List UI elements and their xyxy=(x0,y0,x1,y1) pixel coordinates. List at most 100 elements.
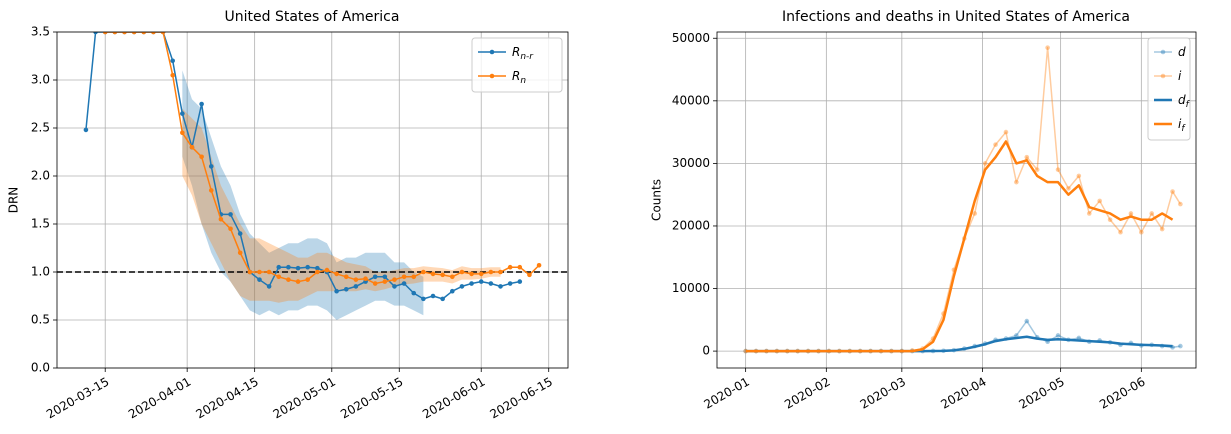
y-axis-label: DRN xyxy=(7,187,21,214)
series-line xyxy=(745,320,1181,352)
data-point xyxy=(1178,343,1183,349)
y-tick-label: 1.5 xyxy=(31,217,50,231)
data-point xyxy=(478,279,484,284)
data-point xyxy=(208,164,214,169)
data-point xyxy=(972,211,978,216)
series-line xyxy=(745,46,1182,352)
x-tick-label: 2020-03-15 xyxy=(44,375,111,422)
data-point xyxy=(286,264,291,270)
data-point xyxy=(343,274,349,280)
data-point xyxy=(401,281,407,286)
data-point xyxy=(536,262,542,268)
data-point xyxy=(517,264,523,270)
data-point xyxy=(450,274,455,280)
data-point xyxy=(276,264,282,270)
legend-label: if xyxy=(1178,117,1186,134)
grid xyxy=(57,31,568,369)
data-point xyxy=(498,269,503,275)
data-point xyxy=(247,269,253,275)
data-point xyxy=(305,264,310,270)
data-point xyxy=(141,32,147,35)
data-point xyxy=(517,279,523,284)
y-tick-label: 20000 xyxy=(672,218,710,232)
data-point xyxy=(1066,186,1071,191)
data-point xyxy=(363,276,368,282)
data-point xyxy=(334,271,339,277)
legend-label: i xyxy=(1178,69,1182,83)
data-point xyxy=(507,264,513,270)
data-point xyxy=(1076,335,1082,341)
data-point xyxy=(1014,179,1019,185)
data-point xyxy=(1178,201,1183,207)
series-line xyxy=(745,140,1174,353)
x-tick-label: 2020-05-15 xyxy=(338,375,405,422)
legend-label: df xyxy=(1178,93,1191,110)
legend: di df if xyxy=(1147,37,1191,141)
axes-frame xyxy=(716,31,1197,369)
y-tick-label: 3.5 xyxy=(31,25,50,39)
data-point xyxy=(257,269,262,275)
data-point xyxy=(411,274,417,280)
data-point xyxy=(122,32,127,35)
data-point xyxy=(382,274,388,280)
data-point xyxy=(93,32,98,35)
data-point xyxy=(469,271,474,277)
data-point xyxy=(1024,318,1030,324)
x-tick-label: 2020-04-15 xyxy=(193,375,260,422)
series-line xyxy=(85,32,520,300)
legend-label: Rn-r xyxy=(512,45,534,62)
data-point xyxy=(401,274,407,280)
y-tick-label: 1.0 xyxy=(31,265,50,279)
data-point xyxy=(993,142,998,147)
data-point xyxy=(180,130,185,136)
data-point xyxy=(1139,229,1144,235)
data-point xyxy=(507,281,513,286)
data-point xyxy=(112,32,118,35)
data-point xyxy=(498,284,503,289)
series-line xyxy=(105,32,540,285)
data-point xyxy=(469,281,474,286)
legend-marker xyxy=(1160,49,1166,55)
data-point xyxy=(478,271,484,277)
data-point xyxy=(1149,211,1155,216)
y-tick-label: 0 xyxy=(702,344,710,358)
legend-marker xyxy=(489,49,495,55)
data-point xyxy=(1097,198,1102,204)
x-tick-label: 2020-06 xyxy=(1097,375,1147,412)
data-point xyxy=(199,101,204,107)
data-point xyxy=(295,265,301,271)
data-point xyxy=(392,277,397,282)
data-point xyxy=(382,279,388,284)
data-point xyxy=(315,269,320,275)
grid xyxy=(717,32,1196,368)
data-point xyxy=(189,144,195,150)
data-point xyxy=(199,154,204,160)
data-point xyxy=(208,188,214,193)
data-point xyxy=(1055,167,1061,172)
data-point xyxy=(421,269,426,275)
data-point xyxy=(1107,217,1113,223)
data-point xyxy=(1034,167,1040,172)
data-point xyxy=(1118,229,1123,235)
data-point xyxy=(315,265,320,271)
x-tick-label: 2020-04-01 xyxy=(126,375,193,422)
data-point xyxy=(237,231,243,236)
data-point xyxy=(353,277,359,282)
legend-box xyxy=(1147,37,1191,141)
data-point xyxy=(131,32,137,35)
data-point xyxy=(160,32,166,35)
data-point xyxy=(430,293,436,299)
y-tick-label: 10000 xyxy=(672,281,710,295)
data-point xyxy=(266,269,272,275)
data-point xyxy=(305,277,310,282)
data-point xyxy=(1159,226,1165,232)
data-point xyxy=(1128,211,1134,216)
y-tick-label: 2.0 xyxy=(31,169,50,183)
confidence-band xyxy=(182,108,501,303)
data-point xyxy=(1055,333,1061,338)
data-point xyxy=(459,269,465,275)
data-point xyxy=(334,288,339,294)
x-tick-label: 2020-02 xyxy=(782,375,832,412)
y-tick-label: 0.0 xyxy=(31,361,50,375)
x-tick-label: 2020-05-01 xyxy=(271,375,338,422)
